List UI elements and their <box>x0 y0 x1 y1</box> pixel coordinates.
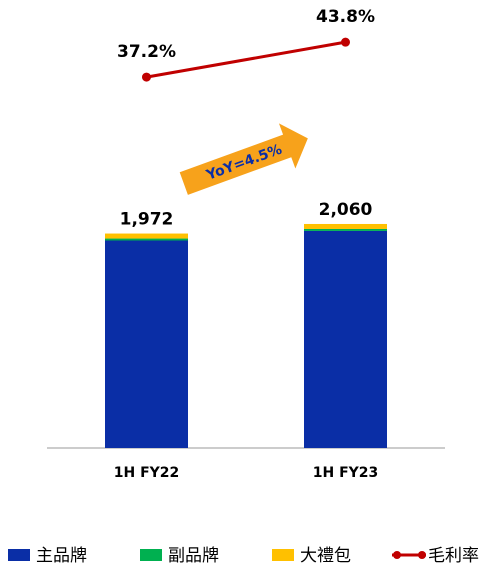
yoy-arrow: YoY=4.5% <box>179 123 308 195</box>
bar-segment <box>304 228 387 231</box>
line-value-label: 43.8% <box>316 7 375 27</box>
line <box>146 40 346 79</box>
line-point <box>142 72 151 82</box>
bar-segment <box>105 238 188 241</box>
x-tick-label: 1H FY22 <box>114 465 180 481</box>
total-label: 1,972 <box>120 210 174 230</box>
legend-swatch <box>140 549 162 561</box>
bar-segment <box>105 233 188 239</box>
legend-swatch <box>8 549 30 561</box>
bar-segment <box>304 223 387 229</box>
legend-dot <box>418 551 426 559</box>
bar-segment <box>304 230 387 448</box>
total-label: 2,060 <box>319 200 373 220</box>
x-tick-label: 1H FY23 <box>313 465 379 481</box>
line-point <box>341 37 350 47</box>
line-value-label: 37.2% <box>117 42 176 62</box>
legend-label: 副品牌 <box>168 546 219 566</box>
legend-label: 大禮包 <box>300 546 351 566</box>
arrow-shape <box>179 123 308 195</box>
legend-label: 主品牌 <box>36 546 87 566</box>
legend-swatch <box>272 549 294 561</box>
legend-label: 毛利率 <box>428 546 479 566</box>
bar-segment <box>105 240 188 448</box>
legend-dot <box>393 551 401 559</box>
